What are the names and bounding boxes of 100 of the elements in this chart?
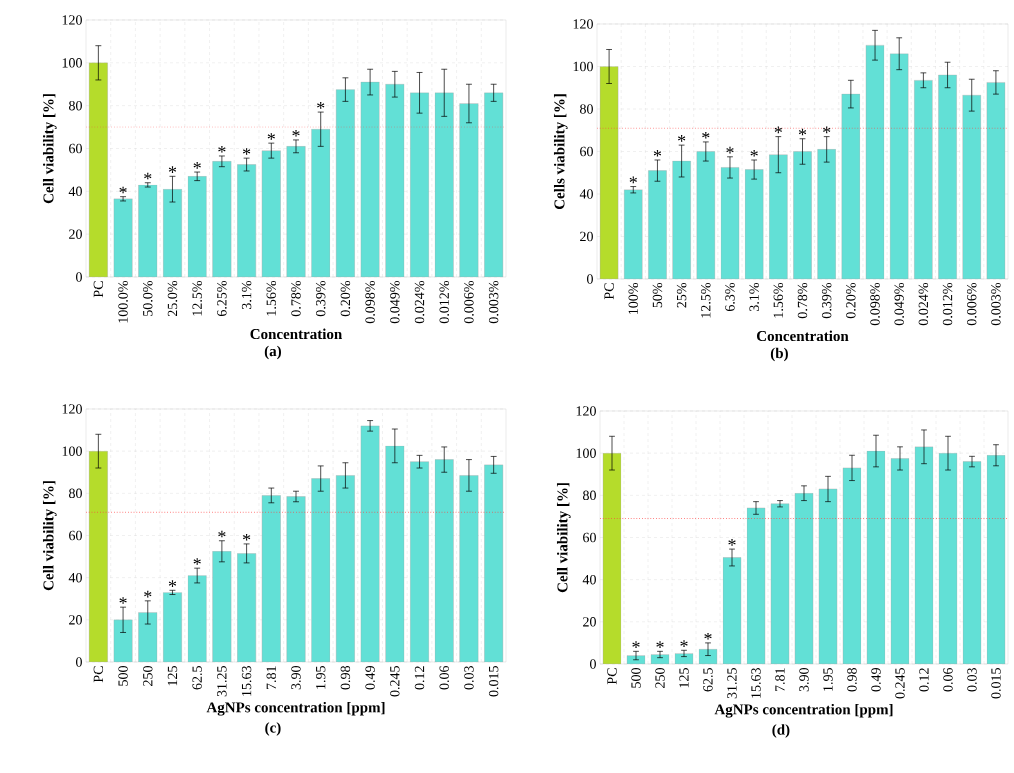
- text: (d): [772, 724, 790, 738]
- data-label: *: [218, 145, 226, 153]
- x-tick-label: 1.95: [315, 666, 326, 689]
- y-tick-label: 60: [583, 532, 596, 543]
- x-tick-label: 0.245: [895, 668, 905, 699]
- x-tick-label: 0.78%: [797, 283, 808, 319]
- x-tick-label: 62.5: [703, 668, 713, 692]
- y-tick-label: 120: [62, 404, 82, 414]
- x-tick-label: 0.024%: [918, 283, 929, 326]
- text: (a): [264, 345, 281, 360]
- x-tick-label: 50.0%: [143, 281, 153, 316]
- y-tick-label: 80: [580, 104, 593, 114]
- x-tick-label: 0.20%: [846, 283, 856, 319]
- data-label: *: [656, 641, 664, 648]
- y-axis-title: Cell viability [%]: [556, 483, 571, 593]
- y-tick-label: 20: [583, 617, 596, 627]
- data-label: *: [242, 148, 251, 155]
- x-tick-label: 15.63: [751, 668, 761, 698]
- x-tick-label: 0.003%: [991, 283, 1001, 326]
- x-tick-label: 0.06: [943, 667, 953, 692]
- data-label: *: [632, 641, 640, 648]
- x-tick-label: 3.90: [799, 668, 809, 692]
- x-tick-label: 100%: [628, 283, 639, 314]
- x-tick-label: 0.012%: [439, 281, 449, 324]
- y-tick-label: 100: [573, 61, 593, 72]
- x-tick-label: 250: [655, 668, 665, 688]
- x-tick-label: 3.90: [291, 666, 301, 690]
- x-tick-label: PC: [607, 668, 617, 685]
- x-tick-label: 0.39%: [315, 281, 326, 317]
- x-tick-label: 100.0%: [118, 281, 128, 323]
- y-tick-label: 120: [576, 406, 596, 416]
- y-tick-label: 20: [69, 615, 82, 625]
- data-label: *: [680, 640, 688, 647]
- x-tick-label: 6.25%: [217, 281, 227, 317]
- x-tick-label: 0.049%: [390, 281, 400, 324]
- data-label: *: [823, 126, 831, 134]
- text: (b): [770, 347, 788, 362]
- x-tick-label: 25%: [676, 283, 687, 308]
- y-tick-label: 20: [69, 229, 82, 239]
- x-tick-label: 0.98: [847, 668, 857, 692]
- x-tick-label: 0.006%: [966, 283, 977, 326]
- x-tick-label: 0.015: [991, 668, 1001, 699]
- x-tick-label: 12.5%: [192, 281, 202, 316]
- data-label: *: [218, 530, 226, 538]
- x-tick-label: 0.003%: [488, 281, 499, 324]
- data-label: *: [774, 126, 782, 134]
- x-tick-label: PC: [93, 281, 104, 298]
- x-axis-title: Concentration: [250, 328, 343, 340]
- y-axis-title: Cells viability [%]: [553, 94, 568, 210]
- x-tick-label: 0.06: [439, 665, 449, 690]
- x-tick-label: 12.5%: [701, 283, 711, 318]
- x-tick-label: 0.20%: [340, 281, 351, 317]
- data-label: *: [702, 131, 710, 139]
- x-tick-label: 0.098%: [365, 281, 375, 324]
- y-tick-label: 40: [68, 572, 82, 583]
- y-tick-label: 60: [69, 530, 82, 541]
- data-label: *: [168, 166, 177, 173]
- x-tick-label: 0.012%: [942, 283, 953, 326]
- y-tick-label: 40: [68, 186, 82, 197]
- x-tick-label: 0.49: [365, 666, 375, 690]
- x-tick-label: 3.1%: [241, 281, 252, 310]
- y-axis-title: Cell viability [%]: [42, 481, 57, 591]
- x-axis-title: Concentration: [757, 330, 849, 342]
- x-tick-label: 0.78%: [291, 281, 301, 317]
- data-label: *: [629, 176, 637, 184]
- x-tick-label: 6.3%: [725, 283, 735, 312]
- x-tick-label: 0.006%: [464, 281, 474, 324]
- y-tick-label: 80: [69, 100, 82, 111]
- x-tick-label: 0.49: [871, 668, 881, 692]
- y-tick-label: 0: [587, 274, 593, 284]
- data-label: *: [726, 146, 734, 154]
- y-tick-label: 0: [590, 659, 596, 669]
- data-label: *: [168, 580, 177, 587]
- x-tick-label: 0.024%: [414, 281, 425, 324]
- data-label: *: [292, 129, 300, 137]
- data-label: *: [750, 149, 758, 157]
- x-tick-label: 7.81: [266, 666, 277, 690]
- y-tick-label: 80: [583, 490, 596, 501]
- x-tick-label: 500: [631, 668, 641, 688]
- x-tick-label: 125: [679, 668, 689, 688]
- y-tick-label: 100: [576, 448, 596, 458]
- x-tick-label: 7.81: [775, 668, 785, 692]
- data-label: *: [653, 149, 662, 157]
- data-label: *: [144, 172, 152, 180]
- x-tick-label: 0.03: [967, 668, 977, 692]
- x-axis-title: AgNPs concentration [ppm]: [714, 703, 893, 718]
- x-tick-label: 0.03: [464, 666, 474, 690]
- x-axis-title: AgNPs concentration [ppm]: [206, 701, 385, 716]
- data-label: *: [678, 135, 686, 142]
- x-tick-label: 0.39%: [821, 283, 832, 319]
- y-tick-label: 0: [76, 272, 82, 282]
- y-tick-label: 80: [69, 488, 82, 499]
- x-tick-label: 125: [167, 666, 178, 686]
- x-tick-label: 15.63: [241, 666, 252, 696]
- x-tick-label: PC: [604, 283, 614, 300]
- x-tick-label: 500: [118, 666, 128, 686]
- x-tick-label: 0.098%: [870, 283, 880, 326]
- text: (c): [265, 722, 281, 736]
- data-label: *: [798, 128, 807, 136]
- x-tick-label: 250: [143, 666, 153, 686]
